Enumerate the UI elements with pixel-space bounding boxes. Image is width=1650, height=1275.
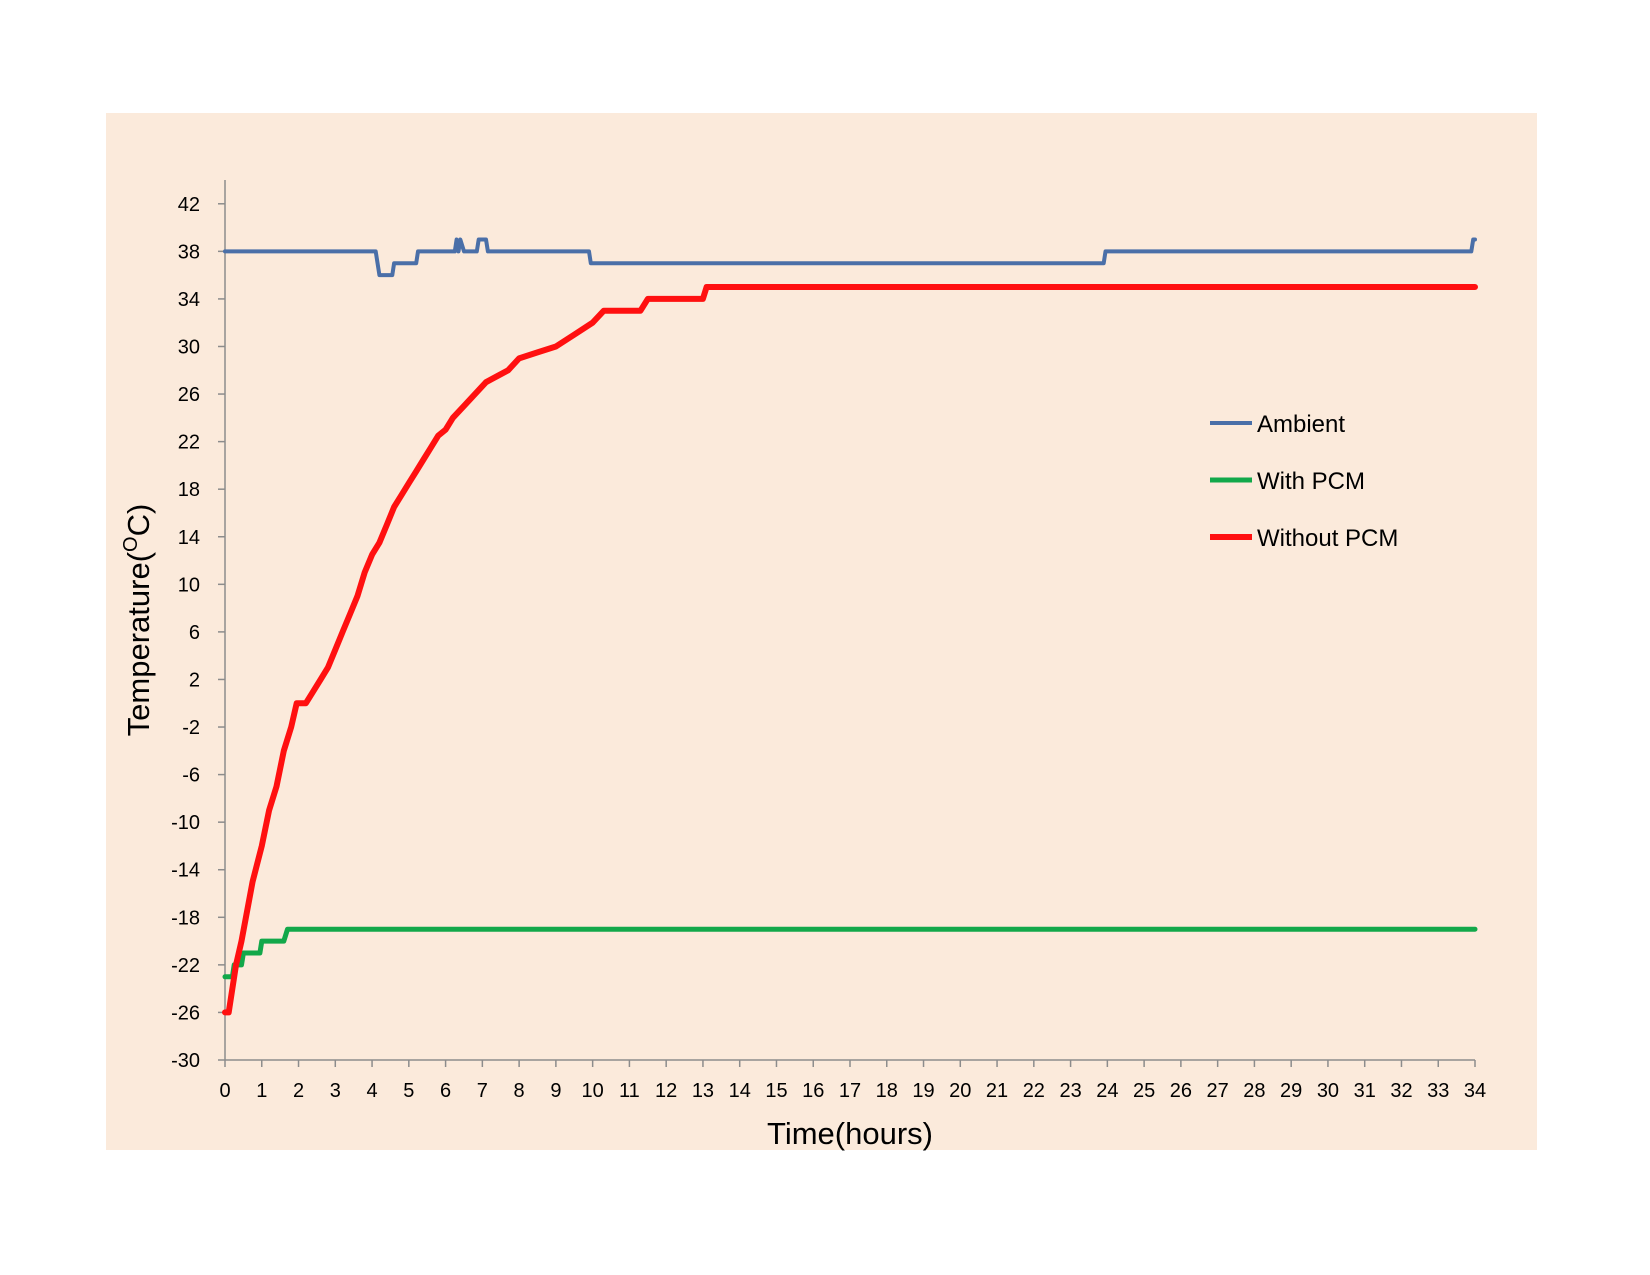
y-tick-label: -14	[171, 860, 200, 882]
x-axis-title: Time(hours)	[767, 1116, 933, 1151]
y-axis-title-superscript: O	[120, 536, 142, 552]
x-tick-label: 24	[1096, 1080, 1118, 1102]
x-tick-label: 14	[729, 1080, 751, 1102]
x-tick-label: 12	[655, 1080, 677, 1102]
y-axis-title-text: Temperature(OC)	[120, 504, 156, 737]
y-tick-label: -6	[182, 765, 200, 787]
y-tick-label: 30	[178, 336, 200, 358]
legend-label-without-pcm: Without PCM	[1257, 525, 1398, 552]
x-tick-label: 26	[1170, 1080, 1192, 1102]
y-tick-label: -10	[171, 812, 200, 834]
axes: 42383430262218141062-2-6-10-14-18-22-26-…	[171, 180, 1486, 1102]
y-tick-label: 42	[178, 194, 200, 216]
legend-label-with-pcm: With PCM	[1257, 468, 1365, 495]
x-tick-label: 18	[876, 1080, 898, 1102]
y-axis-title: Temperature(OC)	[120, 504, 156, 737]
x-tick-label: 8	[514, 1080, 525, 1102]
x-tick-label: 2	[293, 1080, 304, 1102]
x-tick-label: 28	[1243, 1080, 1265, 1102]
y-tick-label: 6	[189, 622, 200, 644]
y-tick-label: 22	[178, 432, 200, 454]
x-tick-label: 21	[986, 1080, 1008, 1102]
y-tick-label: -18	[171, 907, 200, 929]
y-tick-label: 34	[178, 289, 200, 311]
x-tick-label: 23	[1059, 1080, 1081, 1102]
x-tick-label: 3	[330, 1080, 341, 1102]
x-tick-label: 29	[1280, 1080, 1302, 1102]
x-tick-label: 31	[1354, 1080, 1376, 1102]
x-tick-label: 25	[1133, 1080, 1155, 1102]
x-tick-label: 5	[403, 1080, 414, 1102]
x-tick-label: 0	[219, 1080, 230, 1102]
series-layer	[222, 237, 1478, 1016]
x-tick-label: 11	[619, 1080, 640, 1102]
x-tick-label: 27	[1207, 1080, 1229, 1102]
y-tick-label: 14	[178, 527, 200, 549]
x-tick-label: 19	[912, 1080, 934, 1102]
x-tick-label: 17	[839, 1080, 861, 1102]
y-tick-label: 18	[178, 479, 200, 501]
y-tick-label: 38	[178, 241, 200, 263]
x-tick-label: 7	[477, 1080, 488, 1102]
x-tick-label: 6	[440, 1080, 451, 1102]
x-tick-label: 22	[1023, 1080, 1045, 1102]
x-tick-label: 34	[1464, 1080, 1486, 1102]
y-tick-label: -22	[171, 955, 200, 977]
y-tick-label: -26	[171, 1002, 200, 1024]
x-tick-label: 9	[550, 1080, 561, 1102]
x-tick-label: 20	[949, 1080, 971, 1102]
x-tick-label: 32	[1390, 1080, 1412, 1102]
x-tick-label: 30	[1317, 1080, 1339, 1102]
series-line-without-pcm	[222, 284, 1478, 1016]
x-tick-label: 1	[256, 1080, 267, 1102]
y-tick-label: -30	[171, 1050, 200, 1072]
legend: Ambient With PCM Without PCM	[1210, 411, 1398, 552]
y-tick-label: 10	[178, 574, 200, 596]
y-axis-title-main: Temperature(	[121, 551, 156, 736]
x-tick-label: 15	[765, 1080, 787, 1102]
series-line-with-pcm	[222, 926, 1478, 980]
y-tick-label: 26	[178, 384, 200, 406]
y-tick-label: -2	[182, 717, 200, 739]
legend-label-ambient: Ambient	[1257, 411, 1345, 438]
x-tick-label: 33	[1427, 1080, 1449, 1102]
y-tick-label: 2	[189, 669, 200, 691]
x-tick-label: 10	[582, 1080, 604, 1102]
x-tick-label: 4	[366, 1080, 377, 1102]
x-tick-label: 13	[692, 1080, 714, 1102]
series-line-ambient	[223, 237, 1477, 278]
x-tick-label: 16	[802, 1080, 824, 1102]
y-axis-title-unit: C)	[121, 504, 156, 537]
